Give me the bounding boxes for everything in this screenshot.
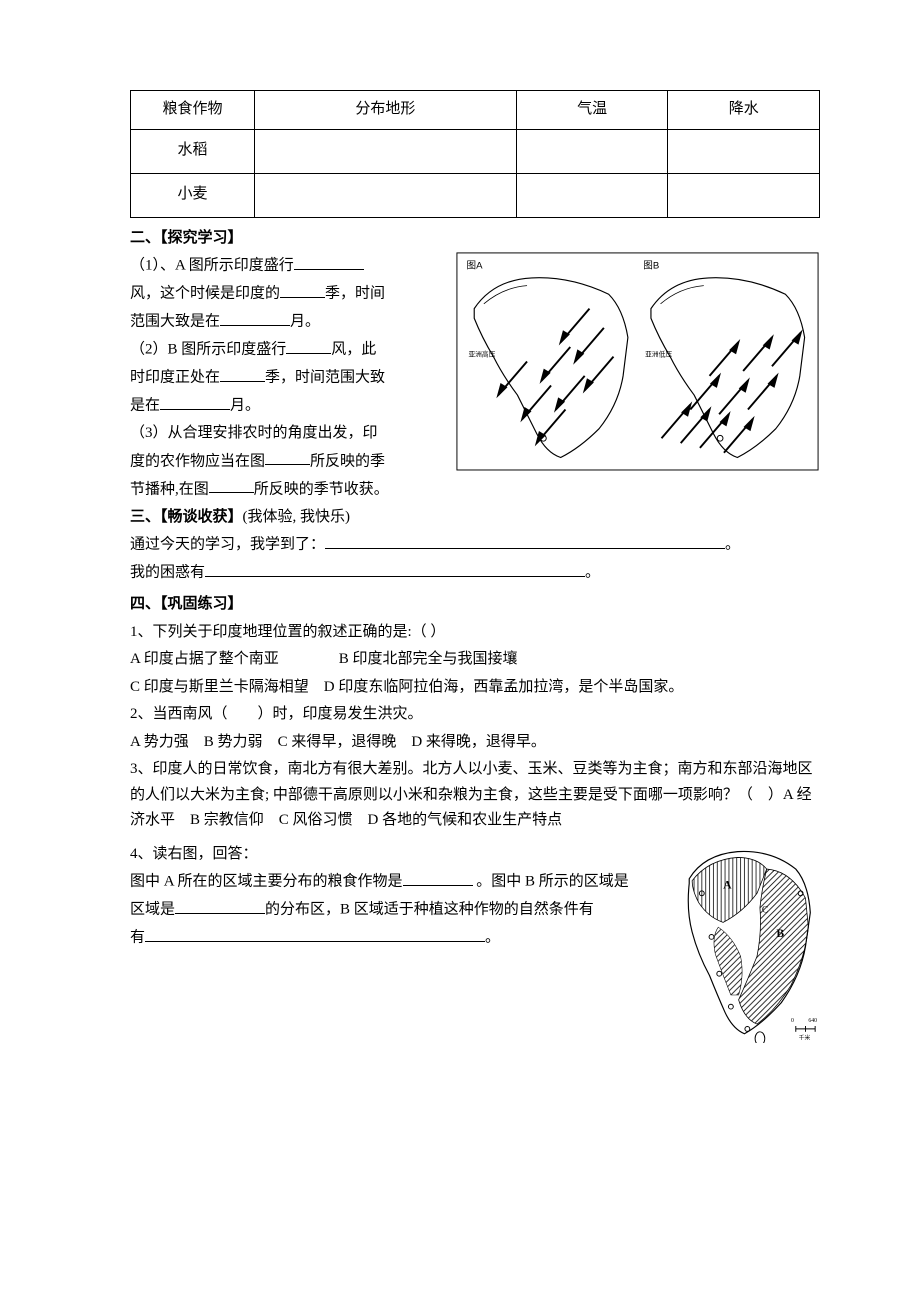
- s2-p1c-part: 季，时间: [325, 286, 385, 302]
- blank[interactable]: [265, 449, 310, 466]
- crops-table: 粮食作物 分布地形 气温 降水 水稻 小麦: [130, 90, 820, 218]
- s2-p1a: （1）、A 图所示印度盛行: [130, 258, 294, 274]
- s3-line1: 通过今天的学习，我学到了：: [130, 537, 325, 553]
- section3-subtitle: (我体验, 我快乐): [243, 509, 351, 525]
- q1: 1、下列关于印度地理位置的叙述正确的是:（ ）: [130, 620, 820, 646]
- blank[interactable]: [160, 393, 230, 410]
- svg-text:图A: 图A: [467, 260, 484, 271]
- blank[interactable]: [209, 477, 254, 494]
- th-crop: 粮食作物: [131, 91, 255, 130]
- q2d: D 来得晚，退得早。: [411, 734, 546, 750]
- q4: 4、读右图，回答：: [130, 842, 650, 868]
- s2-p3c: 所反映的季节收获。: [254, 481, 389, 497]
- section2-text: （1）、A 图所示印度盛行 风，这个时候是印度的季，时间 范围大致是在月。 （2…: [130, 251, 440, 503]
- svg-text:A: A: [723, 878, 732, 891]
- s2-p2b-part2: 时印度正处在: [130, 370, 220, 386]
- svg-text:C: C: [762, 904, 768, 915]
- q4d: 。: [485, 930, 500, 946]
- cell-empty: [516, 129, 668, 173]
- blank[interactable]: [145, 925, 485, 942]
- th-temp: 气温: [516, 91, 668, 130]
- monsoon-maps: 图A 亚洲高压 图B 亚洲低压: [455, 251, 820, 481]
- s3-line2end: 。: [585, 565, 600, 581]
- india-crop-map: A B C 0 640 千米: [665, 840, 820, 1053]
- q3: 3、印度人的日常饮食，南北方有很大差别。北方人以小麦、玉米、豆类等为主食；南方和…: [130, 757, 820, 834]
- s2-p2a: （2）B 图所示印度盛行: [130, 342, 286, 358]
- th-terrain: 分布地形: [255, 91, 517, 130]
- blank[interactable]: [325, 532, 725, 549]
- blank[interactable]: [220, 309, 290, 326]
- s2-p3a-part: （3）从合理安排农时的角度出发，印: [130, 425, 378, 441]
- q4c: 的分布区，B 区域适于种植这种作物的自然条件有: [265, 902, 594, 918]
- svg-text:亚洲低压: 亚洲低压: [645, 350, 672, 359]
- s3-line1end: 。: [725, 537, 740, 553]
- row-rice: 水稻: [131, 129, 255, 173]
- s2-p2c-part2: 是在: [130, 398, 160, 414]
- cell-empty: [255, 129, 517, 173]
- blank[interactable]: [175, 897, 265, 914]
- q2a: A 势力强: [130, 734, 189, 750]
- section3-title: 三、【畅谈收获】: [130, 509, 243, 525]
- svg-text:0: 0: [791, 1018, 794, 1024]
- q4a: 图中 A 所在的区域主要分布的粮食作物是: [130, 874, 403, 890]
- s2-p3b-part2: 节播种,在图: [130, 481, 209, 497]
- s2-p1d: 月。: [290, 314, 320, 330]
- svg-text:640: 640: [808, 1018, 817, 1024]
- row-wheat: 小麦: [131, 173, 255, 217]
- cell-empty: [668, 129, 820, 173]
- svg-text:B: B: [776, 926, 784, 939]
- blank[interactable]: [403, 869, 473, 886]
- q1a: A 印度占据了整个南亚: [130, 651, 279, 667]
- q2b: B 势力弱: [204, 734, 263, 750]
- svg-text:亚洲高压: 亚洲高压: [468, 350, 495, 359]
- q4-text: 4、读右图，回答： 图中 A 所在的区域主要分布的粮食作物是 。图中 B 所示的…: [130, 840, 650, 952]
- s3-line2: 我的困惑有: [130, 565, 205, 581]
- q1c: C 印度与斯里兰卡隔海相望: [130, 679, 309, 695]
- q1b: B 印度北部完全与我国接壤: [339, 651, 518, 667]
- s2-p1b: 风，这个时候是印度的: [130, 286, 280, 302]
- blank[interactable]: [220, 365, 265, 382]
- s2-p2c-part: 季，时间范围大致: [265, 370, 385, 386]
- blank[interactable]: [280, 281, 325, 298]
- section2-title: 二、【探究学习】: [130, 226, 820, 252]
- s2-p1c-part2: 范围大致是在: [130, 314, 220, 330]
- q2c: C 来得早，退得晚: [278, 734, 397, 750]
- svg-text:图B: 图B: [643, 260, 659, 271]
- s2-p3a-part2: 度的农作物应当在图: [130, 453, 265, 469]
- svg-text:千米: 千米: [799, 1033, 811, 1041]
- q4c-part2: 有: [130, 930, 145, 946]
- q4b: 。图中 B 所示的区域是: [473, 874, 629, 890]
- cell-empty: [516, 173, 668, 217]
- q2: 2、当西南风（ ）时，印度易发生洪灾。: [130, 702, 820, 728]
- cell-empty: [668, 173, 820, 217]
- q4b-part2: 区域是: [130, 902, 175, 918]
- s2-p2b-part: 风，此: [331, 342, 376, 358]
- th-rain: 降水: [668, 91, 820, 130]
- blank[interactable]: [294, 253, 364, 270]
- blank[interactable]: [286, 337, 331, 354]
- cell-empty: [255, 173, 517, 217]
- s2-p2d: 月。: [230, 398, 260, 414]
- section4-title: 四、【巩固练习】: [130, 592, 820, 618]
- q1d: D 印度东临阿拉伯海，西靠孟加拉湾，是个半岛国家。: [324, 679, 684, 695]
- s2-p3b-part: 所反映的季: [310, 453, 385, 469]
- blank[interactable]: [205, 560, 585, 577]
